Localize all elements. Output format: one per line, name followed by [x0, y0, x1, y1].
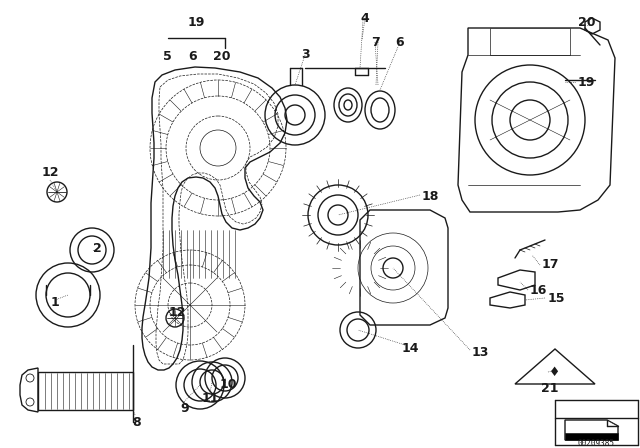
Text: 13: 13 [472, 345, 490, 358]
Text: 11: 11 [201, 392, 219, 405]
Text: 3: 3 [301, 48, 309, 61]
Text: 21: 21 [541, 382, 559, 395]
Text: 15: 15 [548, 292, 566, 305]
Bar [38, 372, 133, 410]
Text: 12: 12 [41, 165, 59, 178]
Text: 20: 20 [213, 51, 231, 64]
Text: 00209385: 00209385 [577, 439, 614, 448]
Polygon shape [565, 433, 618, 440]
Text: 20: 20 [579, 16, 596, 29]
Text: 8: 8 [132, 415, 141, 428]
Text: 17: 17 [542, 258, 559, 271]
Text: 12: 12 [168, 306, 186, 319]
Text: 16: 16 [530, 284, 547, 297]
Text: 4: 4 [360, 12, 369, 25]
Text: 2: 2 [93, 241, 101, 254]
Bar [490, 28, 570, 55]
Text: ♦: ♦ [549, 366, 561, 379]
Text: 9: 9 [180, 401, 189, 414]
Text: 5: 5 [163, 51, 172, 64]
Text: 19: 19 [578, 76, 595, 89]
Text: 10: 10 [220, 379, 237, 392]
Text: 1: 1 [51, 296, 60, 309]
Polygon shape [607, 420, 618, 426]
Text: 6: 6 [189, 51, 197, 64]
Text: 19: 19 [188, 16, 205, 29]
Text: 18: 18 [422, 190, 440, 203]
Text: 7: 7 [372, 35, 380, 48]
Text: 14: 14 [402, 341, 419, 354]
Text: 6: 6 [396, 35, 404, 48]
